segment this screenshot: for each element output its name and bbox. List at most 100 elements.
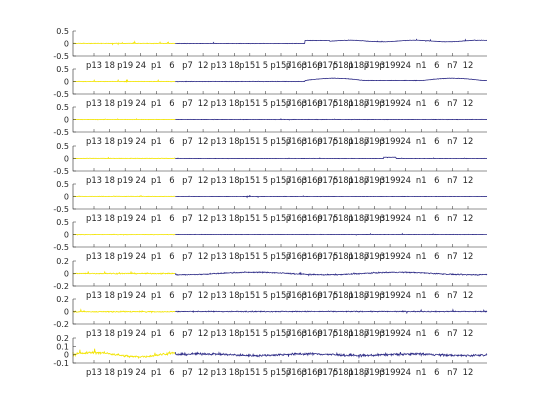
x-tick-label: 18 — [229, 290, 240, 300]
x-tick-label: 12 — [463, 367, 474, 377]
x-tick-label: 18 — [229, 328, 240, 338]
x-tick-label: p19 — [117, 136, 133, 146]
x-tick-label: p157 — [270, 290, 291, 300]
x-tick-label: p163 — [286, 251, 307, 261]
series-line-blue — [174, 271, 488, 277]
x-tick-label: p13 — [86, 136, 102, 146]
x-tick-label: 24 — [400, 98, 411, 108]
x-tick-label: p19 — [117, 328, 133, 338]
x-tick-label: p175 — [317, 136, 338, 146]
x-tick-label: 24 — [135, 328, 146, 338]
x-tick-label: p193 — [364, 60, 385, 70]
y-tick-label: 0.5 — [56, 218, 69, 227]
x-tick-label: p151 — [239, 98, 260, 108]
series-line-yellow — [72, 348, 176, 360]
x-tick-label: p19 — [117, 367, 133, 377]
x-tick-label: p199 — [379, 98, 400, 108]
x-tick-label: p157 — [270, 136, 291, 146]
x-tick-label: p13 — [86, 251, 102, 261]
x-tick-label: p199 — [379, 60, 400, 70]
x-tick-label: p13 — [86, 328, 102, 338]
x-tick-label: p181 — [333, 136, 354, 146]
x-tick-label: p1 — [151, 251, 162, 261]
x-tick-label: 24 — [135, 98, 146, 108]
x-tick-label: p163 — [286, 175, 307, 185]
x-tick-label: p163 — [286, 98, 307, 108]
y-tick-label: 0.1 — [56, 342, 69, 351]
x-tick-label: n7 — [447, 98, 458, 108]
x-tick-label: n1 — [416, 175, 427, 185]
x-tick-label: 18 — [229, 136, 240, 146]
x-tick-label: p181 — [333, 290, 354, 300]
x-tick-label: p1 — [151, 213, 162, 223]
x-tick-label: p187 — [348, 367, 369, 377]
x-tick-label: p175 — [317, 251, 338, 261]
x-tick-label: n7 — [447, 213, 458, 223]
x-tick-label: 5 — [263, 98, 268, 108]
x-tick-label: p1 — [151, 328, 162, 338]
x-tick-label: p187 — [348, 328, 369, 338]
x-tick-label: p157 — [270, 328, 291, 338]
x-tick-label: p151 — [239, 60, 260, 70]
x-tick-label: p169 — [302, 367, 323, 377]
x-tick-label: p151 — [239, 175, 260, 185]
x-tick-label: p151 — [239, 290, 260, 300]
x-tick-label: p193 — [364, 290, 385, 300]
y-tick-label: -0.5 — [53, 167, 69, 176]
x-tick-label: p193 — [364, 367, 385, 377]
x-tick-label: 12 — [198, 251, 209, 261]
y-tick-label: 0.2 — [56, 257, 69, 266]
x-tick-label: p199 — [379, 251, 400, 261]
y-tick-label: 0.2 — [56, 295, 69, 304]
x-tick-label: n1 — [416, 98, 427, 108]
x-tick-label: p199 — [379, 367, 400, 377]
y-tick-label: 0 — [64, 231, 69, 240]
y-tick-label: -0.1 — [53, 359, 69, 368]
y-tick-label: 0 — [64, 308, 69, 317]
x-tick-label: 5 — [263, 328, 268, 338]
x-tick-label: 24 — [135, 290, 146, 300]
y-tick-label: -0.2 — [53, 320, 69, 329]
x-tick-label: p19 — [117, 60, 133, 70]
y-tick-label: 0.5 — [56, 27, 69, 36]
x-tick-label: p157 — [270, 251, 291, 261]
x-tick-label: p187 — [348, 175, 369, 185]
series-line-blue — [174, 351, 488, 359]
series-line-yellow — [72, 40, 176, 46]
x-tick-label: p1 — [151, 136, 162, 146]
series-line-yellow — [72, 308, 176, 314]
x-tick-label: p169 — [302, 136, 323, 146]
x-tick-label: p187 — [348, 98, 369, 108]
x-tick-label: p13 — [86, 98, 102, 108]
x-tick-label: 12 — [198, 328, 209, 338]
x-tick-label: 18 — [229, 213, 240, 223]
x-tick-label: p151 — [239, 213, 260, 223]
x-tick-label: p175 — [317, 213, 338, 223]
x-tick-label: p13 — [211, 60, 227, 70]
x-tick-label: p193 — [364, 175, 385, 185]
x-tick-label: p175 — [317, 290, 338, 300]
x-tick-label: p193 — [364, 98, 385, 108]
x-tick-label: p169 — [302, 98, 323, 108]
x-tick-label: 6 — [169, 290, 174, 300]
x-tick-label: n7 — [447, 136, 458, 146]
x-tick-label: p199 — [379, 136, 400, 146]
x-tick-label: 12 — [463, 290, 474, 300]
x-tick-label: 6 — [169, 175, 174, 185]
x-tick-label: p13 — [86, 213, 102, 223]
x-tick-label: 24 — [400, 136, 411, 146]
y-tick-label: -0.5 — [53, 52, 69, 61]
x-tick-label: 24 — [135, 251, 146, 261]
x-tick-label: 12 — [463, 60, 474, 70]
x-tick-label: 18 — [104, 175, 115, 185]
series-line-yellow — [73, 233, 176, 236]
x-tick-label: p193 — [364, 136, 385, 146]
x-tick-label: 18 — [229, 60, 240, 70]
